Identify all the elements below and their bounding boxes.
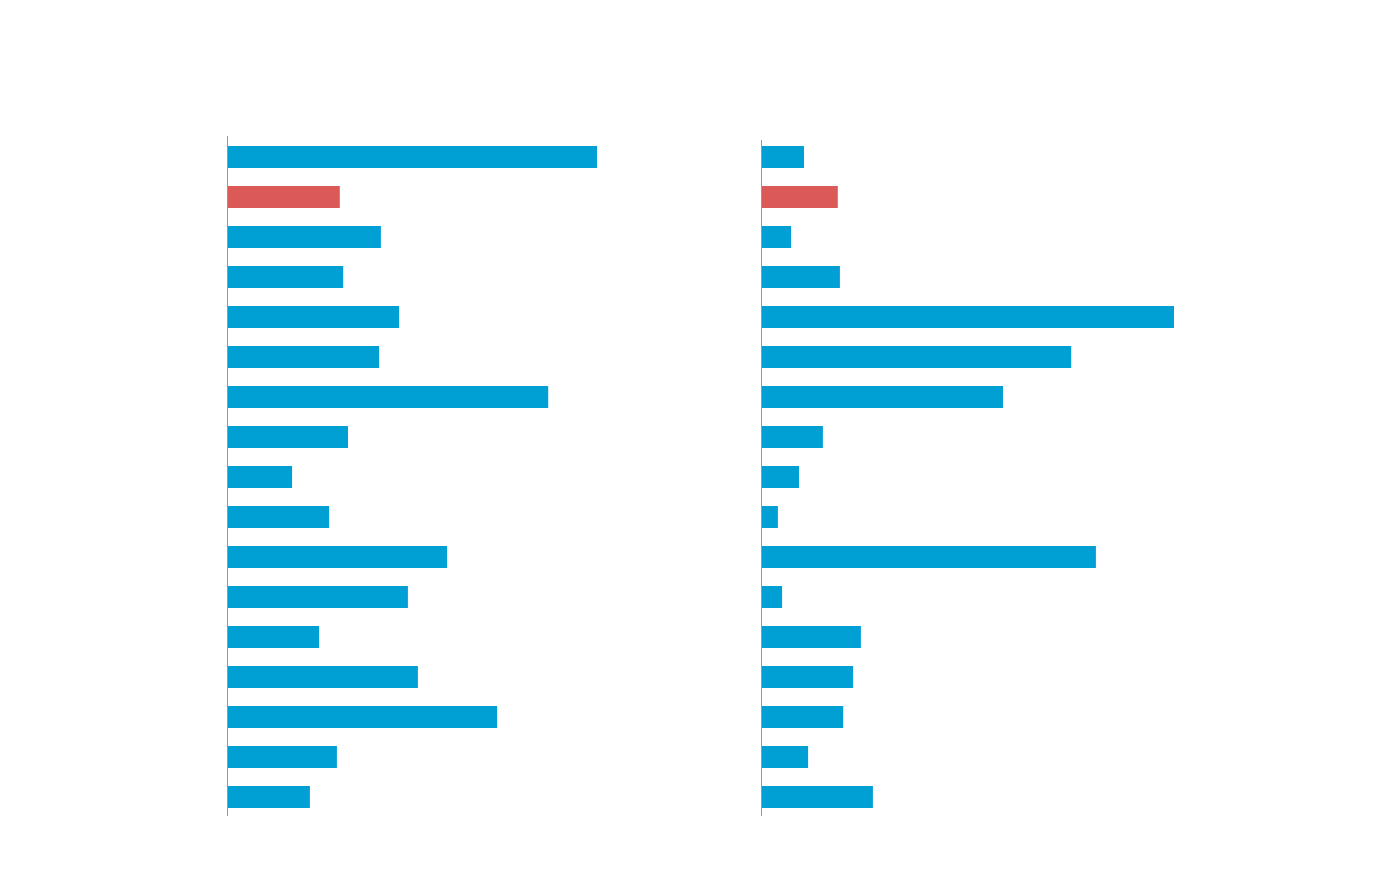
bar-2-11	[761, 546, 1096, 568]
bar-2-17	[761, 786, 873, 808]
bar-2-16	[761, 746, 809, 768]
bar-2-14	[761, 666, 854, 688]
bar-1-16	[227, 746, 337, 768]
bar-1-1	[227, 146, 597, 168]
bar-1-15	[227, 706, 498, 728]
bar-2-7	[761, 386, 1003, 408]
bar-2-13	[761, 626, 861, 648]
bar-1-17	[227, 786, 310, 808]
bar-1-8	[227, 426, 348, 448]
bar-2-4	[761, 266, 840, 288]
bar-1-12	[227, 586, 408, 608]
bar-2-8	[761, 426, 823, 448]
bar-1-7	[227, 386, 549, 408]
bar-2-1	[761, 146, 804, 168]
bar-1-11	[227, 546, 448, 568]
bar-1-4	[227, 266, 344, 288]
bar-1-14	[227, 666, 418, 688]
bar-1-10	[227, 506, 330, 528]
bar-2-9	[761, 466, 799, 488]
bar-1-3	[227, 226, 381, 248]
bar-2-3	[761, 226, 792, 248]
bar-1-13	[227, 626, 320, 648]
bar-2-6	[761, 346, 1072, 368]
bar-2-15	[761, 706, 844, 728]
bar-panel-2	[761, 140, 1174, 816]
bar-2-10	[761, 506, 778, 528]
bar-1-9	[227, 466, 293, 488]
bar-panel-1	[227, 136, 597, 816]
bar-1-6	[227, 346, 380, 368]
bar-2-12	[761, 586, 783, 608]
bar-2-2	[761, 186, 838, 208]
bar-2-5	[761, 306, 1174, 328]
bar-1-5	[227, 306, 400, 328]
bar-1-2	[227, 186, 340, 208]
